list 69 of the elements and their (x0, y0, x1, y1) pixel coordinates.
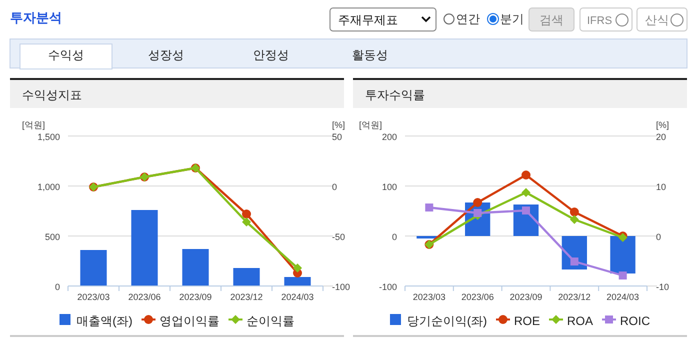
point (242, 218, 251, 226)
y2-tick-label: 10 (656, 182, 666, 192)
legend-label: 순이익률 (246, 314, 294, 328)
x-tick-label: 2023/03 (412, 292, 446, 302)
point (293, 264, 302, 272)
bar (182, 249, 209, 286)
text: 활동성 (352, 48, 388, 62)
point (570, 208, 579, 216)
legend-label: ROA (567, 314, 594, 328)
y2-tick-label: 20 (656, 132, 666, 142)
legend-label: 당기순이익(좌) (406, 314, 487, 328)
point (570, 258, 578, 266)
legend-label: 영업이익률 (160, 314, 220, 328)
legend-label: ROE (514, 314, 540, 328)
x-tick-label: 2024/03 (281, 292, 314, 302)
y2-tick-label: -100 (332, 282, 350, 292)
x-tick-label: 2024/03 (606, 292, 640, 302)
point (425, 204, 434, 212)
y-tick-label: -100 (378, 282, 397, 292)
y-tick-label: 500 (44, 232, 60, 242)
text: IFRS (587, 15, 612, 27)
bar (284, 277, 311, 286)
text: 성장성 (148, 48, 184, 62)
point (618, 272, 627, 280)
text: 투자분석 (10, 10, 62, 25)
y-axis-title: [억원] (359, 120, 382, 130)
text: 연간 (456, 12, 480, 26)
text: 검색 (540, 13, 564, 27)
text: 안정성 (253, 48, 289, 62)
bar (80, 250, 107, 286)
y-tick-label: 1,500 (37, 132, 60, 142)
point (474, 209, 482, 217)
x-tick-label: 2023/03 (77, 292, 110, 302)
y-tick-label: 0 (392, 232, 397, 242)
y-tick-label: 0 (54, 282, 60, 292)
bar (131, 210, 158, 286)
bar (233, 268, 260, 286)
chart-title: 투자수익률 (365, 88, 425, 102)
x-tick-label: 2023/12 (558, 292, 591, 302)
y-tick-label: 200 (382, 132, 397, 142)
text: 수익성 (48, 48, 84, 62)
y2-tick-label: -10 (656, 282, 670, 292)
x-tick-label: 2023/06 (461, 292, 494, 302)
y2-tick-label: 0 (656, 232, 662, 242)
text: 산식 (645, 13, 669, 27)
y2-axis-title: [%] (332, 120, 346, 130)
text: 분기 (500, 12, 524, 26)
point (522, 170, 530, 180)
y-axis-title: [억원] (22, 120, 46, 130)
x-tick-label: 2023/12 (230, 292, 263, 302)
y-tick-label: 100 (382, 182, 397, 192)
y2-tick-label: -50 (332, 232, 346, 242)
point (473, 198, 482, 207)
y2-axis-title: [%] (656, 120, 670, 130)
point (570, 215, 579, 224)
y2-tick-label: 0 (332, 182, 338, 192)
x-tick-label: 2023/06 (128, 292, 161, 302)
point (522, 188, 530, 197)
x-tick-label: 2023/09 (510, 292, 542, 302)
y-tick-label: 1,000 (37, 182, 60, 192)
point (242, 210, 251, 218)
point (522, 206, 530, 214)
legend-label: 매출액(좌) (76, 314, 132, 328)
text: 주재무제표 (338, 13, 398, 27)
x-tick-label: 2023/09 (179, 292, 212, 302)
bar (610, 236, 636, 274)
chart-title: 수익성지표 (22, 88, 82, 102)
y2-tick-label: 50 (332, 132, 342, 142)
legend-label: ROIC (620, 314, 650, 328)
